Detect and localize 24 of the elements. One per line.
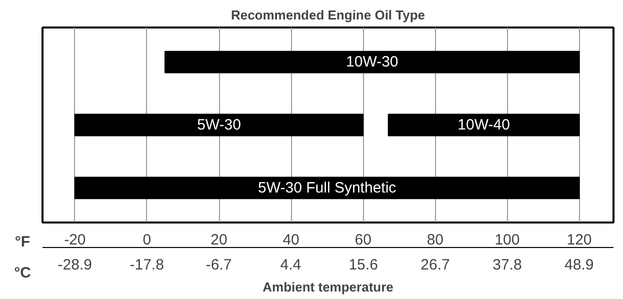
x2-tick-label: -17.8 <box>130 256 164 274</box>
series-label: 10W-30 <box>346 54 398 71</box>
x2-tick-label: 37.8 <box>492 256 522 274</box>
x-tick-label: 40 <box>282 232 300 248</box>
x-axis-title: °F <box>14 234 30 250</box>
text: Ambient temperature <box>262 280 394 294</box>
x2-tick-label: 26.7 <box>420 256 450 274</box>
x2-axis-title: °C <box>14 264 32 282</box>
series-label: 5W-30 Full Synthetic <box>258 179 397 196</box>
x-tick-label: -20 <box>64 232 86 248</box>
x-tick-label: 0 <box>142 232 152 248</box>
x2-tick-label: -28.9 <box>58 256 92 274</box>
series-label: 10W-40 <box>458 116 510 134</box>
x-tick-label: 20 <box>210 232 228 248</box>
x2-tick-label: 4.4 <box>280 256 302 274</box>
x2-tick-label: 15.6 <box>348 256 378 274</box>
x2-tick-label: 48.9 <box>564 256 594 274</box>
x-tick-label: 60 <box>354 232 372 248</box>
x-tick-label: 120 <box>566 232 592 248</box>
chart-title: Recommended Engine Oil Type <box>230 8 426 22</box>
x2-tick-label: -6.7 <box>206 256 232 274</box>
x-tick-label: 80 <box>426 232 444 248</box>
series-label: 5W-30 <box>197 116 241 134</box>
x-tick-label: 100 <box>494 232 520 248</box>
